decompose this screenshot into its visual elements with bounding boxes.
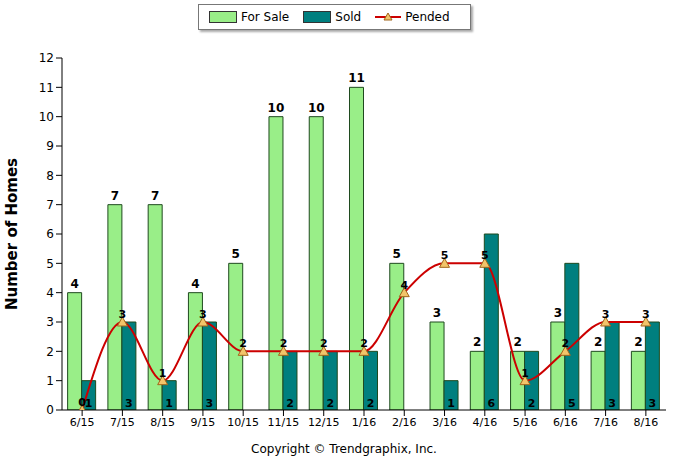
svg-text:3: 3	[433, 306, 441, 320]
svg-text:7: 7	[111, 189, 119, 203]
html-text:Copyright © Trendgraphix, Inc.: Copyright © Trendgraphix, Inc.	[251, 442, 437, 456]
svg-text:1/16: 1/16	[352, 416, 377, 429]
svg-text:3: 3	[608, 397, 616, 410]
svg-text:5: 5	[481, 249, 489, 262]
svg-text:3: 3	[206, 397, 214, 410]
svg-text:8: 8	[46, 169, 54, 183]
svg-text:1: 1	[521, 367, 529, 380]
svg-text:2: 2	[562, 337, 570, 350]
svg-text:11: 11	[348, 71, 365, 85]
svg-text:5: 5	[568, 397, 576, 410]
svg-text:3: 3	[642, 308, 650, 321]
svg-text:4: 4	[46, 286, 54, 300]
svg-text:0: 0	[78, 396, 86, 409]
svg-text:3: 3	[602, 308, 610, 321]
svg-text:7: 7	[151, 189, 159, 203]
svg-text:2: 2	[367, 397, 375, 410]
svg-text:3: 3	[119, 308, 127, 321]
svg-text:4: 4	[400, 279, 408, 292]
svg-text:7/15: 7/15	[110, 416, 135, 429]
html-text:Pended: Pended	[405, 10, 450, 24]
svg-text:2: 2	[513, 335, 521, 349]
svg-text:8/16: 8/16	[634, 416, 659, 429]
svg-text:6: 6	[487, 397, 495, 410]
svg-text:4/16: 4/16	[472, 416, 497, 429]
svg-text:3: 3	[125, 397, 133, 410]
svg-text:2: 2	[46, 345, 54, 359]
svg-text:10/15: 10/15	[227, 416, 259, 429]
svg-text:2: 2	[473, 335, 481, 349]
svg-text:2: 2	[320, 337, 328, 350]
svg-text:4: 4	[191, 277, 199, 291]
svg-text:1: 1	[46, 374, 54, 388]
svg-text:2: 2	[634, 335, 642, 349]
svg-text:7/16: 7/16	[593, 416, 618, 429]
svg-text:8/15: 8/15	[150, 416, 175, 429]
svg-text:6/16: 6/16	[553, 416, 578, 429]
svg-text:10: 10	[308, 101, 325, 115]
svg-text:Number of Homes: Number of Homes	[8, 158, 21, 310]
svg-text:3: 3	[199, 308, 207, 321]
svg-text:3: 3	[46, 315, 54, 329]
svg-text:3: 3	[649, 397, 657, 410]
svg-text:9/15: 9/15	[191, 416, 216, 429]
svg-text:0: 0	[46, 403, 54, 417]
svg-text:10: 10	[268, 101, 285, 115]
svg-text:11: 11	[39, 81, 54, 95]
svg-text:2: 2	[528, 397, 536, 410]
svg-text:2: 2	[280, 337, 288, 350]
svg-text:2: 2	[594, 335, 602, 349]
svg-text:9: 9	[46, 139, 54, 153]
html-text:For Sale: For Sale	[241, 10, 290, 24]
svg-text:6/15: 6/15	[70, 416, 95, 429]
svg-text:3: 3	[554, 306, 562, 320]
html-text:Sold: Sold	[335, 10, 362, 24]
svg-text:12/15: 12/15	[308, 416, 340, 429]
svg-text:2: 2	[360, 337, 368, 350]
svg-text:10: 10	[39, 110, 54, 124]
svg-text:2: 2	[286, 397, 294, 410]
svg-text:1: 1	[84, 397, 93, 410]
svg-text:7: 7	[46, 198, 54, 212]
svg-text:5: 5	[393, 247, 401, 261]
svg-text:5: 5	[441, 249, 449, 262]
svg-text:1: 1	[159, 367, 167, 380]
svg-text:5: 5	[46, 257, 54, 271]
svg-text:1: 1	[165, 397, 173, 410]
svg-text:2/16: 2/16	[392, 416, 417, 429]
svg-text:6: 6	[46, 227, 54, 241]
svg-text:2: 2	[239, 337, 247, 350]
svg-text:2: 2	[326, 397, 334, 410]
svg-text:4: 4	[70, 277, 78, 291]
svg-text:1: 1	[447, 397, 455, 410]
svg-text:3/16: 3/16	[432, 416, 457, 429]
svg-text:11/15: 11/15	[268, 416, 300, 429]
svg-text:12: 12	[39, 51, 54, 65]
svg-text:5/16: 5/16	[513, 416, 538, 429]
svg-text:5: 5	[232, 247, 240, 261]
